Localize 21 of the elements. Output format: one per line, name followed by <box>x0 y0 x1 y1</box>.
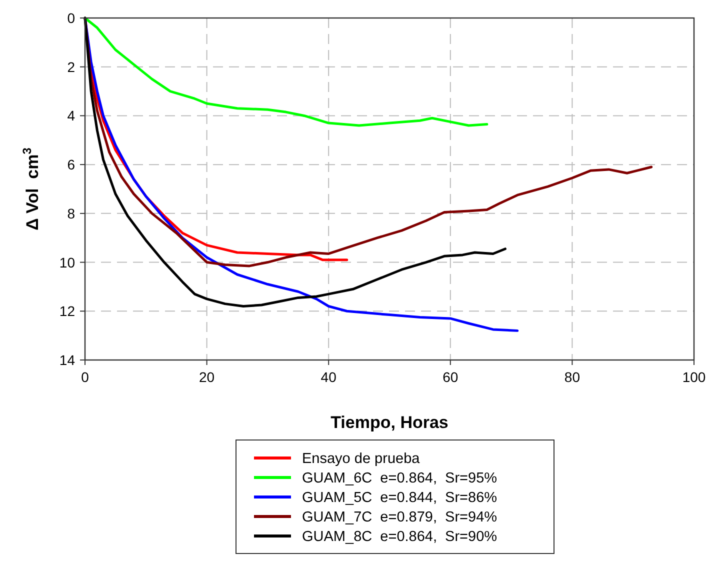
legend-label: GUAM_7C e=0.879, Sr=94% <box>302 510 498 526</box>
y-tick-label: 10 <box>59 254 76 270</box>
y-tick-label: 2 <box>67 58 76 75</box>
y-tick-label: 0 <box>67 10 76 26</box>
y-tick-label: 8 <box>67 205 76 222</box>
y-tick-label: 4 <box>67 108 76 124</box>
x-tick-label: 100 <box>682 369 706 385</box>
x-tick-label: 0 <box>81 369 90 385</box>
x-tick-label: 80 <box>564 369 580 385</box>
y-tick-label: 12 <box>59 303 76 320</box>
x-tick-label: 40 <box>320 369 337 385</box>
legend-label: GUAM_8C e=0.864, Sr=90% <box>302 529 498 545</box>
x-axis-title: Tiempo, Horas <box>330 413 448 432</box>
y-tick-label: 6 <box>67 156 76 173</box>
x-tick-label: 20 <box>199 369 215 385</box>
legend-label: GUAM_6C e=0.864, Sr=95% <box>302 470 498 486</box>
legend-label: Ensayo de prueba <box>302 451 421 467</box>
line-series <box>84 16 488 127</box>
legend-label: GUAM_5C e=0.844, Sr=86% <box>302 490 498 506</box>
y-tick-label: 14 <box>59 352 76 368</box>
x-tick-label: 60 <box>442 369 458 385</box>
